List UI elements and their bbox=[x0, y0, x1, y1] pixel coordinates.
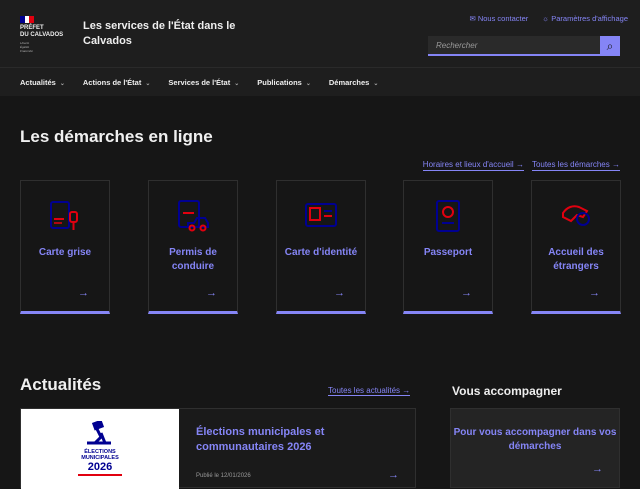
nav-item-demarches[interactable]: Démarches ⌄ bbox=[329, 78, 378, 87]
logo-line: DU CALVADOS bbox=[20, 32, 64, 38]
search-icon: ⌕ bbox=[606, 39, 614, 53]
link-label: Horaires et lieux d'accueil bbox=[422, 160, 514, 169]
chevron-down-icon: ⌄ bbox=[234, 80, 240, 87]
driving-license-icon bbox=[178, 200, 209, 232]
accompagner-card[interactable]: Pour vous accompagner dans vos démarches… bbox=[450, 408, 620, 488]
horaires-link[interactable]: Horaires et lieux d'accueil → bbox=[422, 160, 524, 171]
nav-label: Actualités bbox=[20, 77, 56, 87]
nav-label: Publications bbox=[257, 77, 302, 87]
arrow-right-icon: → bbox=[461, 287, 472, 299]
chevron-down-icon: ⌄ bbox=[59, 80, 65, 87]
motto: Liberté bbox=[20, 41, 30, 45]
arrow-right-icon: → bbox=[589, 287, 600, 299]
arrow-right-icon: → bbox=[334, 287, 345, 299]
demarches-title: Les démarches en ligne bbox=[20, 127, 213, 146]
car-key-icon bbox=[50, 201, 78, 230]
flag-icon bbox=[20, 16, 35, 23]
actualites-title: Actualités bbox=[20, 375, 102, 394]
arrow-right-icon: → bbox=[402, 386, 411, 395]
chevron-down-icon: ⌄ bbox=[305, 80, 311, 87]
news-title[interactable]: Élections municipales et communautaires … bbox=[196, 426, 325, 453]
sun-icon: ☼ bbox=[542, 14, 552, 23]
image-text: ÉLECTIONS bbox=[84, 449, 116, 455]
news-card[interactable]: ÉLECTIONS MUNICIPALES 2026 Élections mun… bbox=[20, 408, 416, 489]
nav-item-services[interactable]: Services de l'État ⌄ bbox=[168, 78, 239, 87]
link-label: Toutes les démarches bbox=[531, 160, 610, 169]
card-label: Permis de conduire bbox=[169, 247, 217, 272]
elections-image: ÉLECTIONS MUNICIPALES 2026 bbox=[21, 409, 179, 489]
nav-label: Démarches bbox=[328, 77, 370, 87]
card-etrangers[interactable]: Accueil des étrangers → bbox=[531, 180, 621, 314]
arrow-right-icon: → bbox=[206, 287, 217, 299]
card-label: Carte grise bbox=[38, 247, 92, 258]
card-carte-grise[interactable]: Carte grise → bbox=[20, 180, 110, 314]
chevron-down-icon: ⌄ bbox=[373, 80, 379, 87]
id-card-icon bbox=[305, 203, 337, 227]
search-bar: Rechercher ⌕ bbox=[428, 36, 620, 56]
display-label: Paramètres d'affichage bbox=[551, 14, 628, 23]
nav-item-actions[interactable]: Actions de l'État ⌄ bbox=[83, 78, 151, 87]
news-date: Publié le 12/01/2026 bbox=[196, 473, 251, 479]
arrow-right-icon: → bbox=[78, 287, 89, 299]
accompagner-label: Pour vous accompagner dans vos démarches bbox=[453, 427, 617, 452]
main-nav: Actualités ⌄ Actions de l'État ⌄ Services … bbox=[0, 68, 640, 96]
ballot-icon bbox=[79, 419, 119, 445]
card-label: Accueil des étrangers bbox=[548, 247, 604, 272]
card-label: Passeport bbox=[423, 247, 473, 258]
prefet-logo[interactable]: PRÉFET DU CALVADOS Liberté Égalité Fraterni… bbox=[20, 16, 70, 53]
display-settings-link[interactable]: ☼ Paramètres d'affichage bbox=[542, 14, 628, 23]
arrow-right-icon: → bbox=[515, 160, 524, 169]
all-news-link[interactable]: Toutes les actualités → bbox=[328, 386, 411, 396]
contact-link[interactable]: ✉ Nous contacter bbox=[469, 14, 528, 23]
arrow-right-icon: → bbox=[592, 463, 603, 475]
link-label: Toutes les actualités bbox=[328, 386, 401, 395]
motto: Égalité bbox=[20, 45, 30, 49]
site-title[interactable]: Les services de l'État dans le Calvados bbox=[83, 20, 236, 47]
motto: Fraternité bbox=[20, 49, 33, 53]
accompagner-title: Vous accompagner bbox=[452, 384, 562, 398]
card-carte-identite[interactable]: Carte d'identité → bbox=[276, 180, 366, 314]
all-demarches-link[interactable]: Toutes les démarches → bbox=[531, 160, 620, 171]
nav-label: Actions de l'État bbox=[82, 77, 142, 87]
card-label: Carte d'identité bbox=[284, 247, 358, 258]
foreigners-icon bbox=[562, 205, 590, 226]
card-permis[interactable]: Permis de conduire → bbox=[148, 180, 238, 314]
nav-item-actualites[interactable]: Actualités ⌄ bbox=[20, 78, 65, 87]
passport-icon bbox=[436, 200, 460, 232]
card-passeport[interactable]: Passeport → bbox=[403, 180, 493, 314]
contact-label: Nous contacter bbox=[477, 14, 529, 23]
arrow-right-icon: → bbox=[612, 160, 620, 169]
search-input[interactable]: Rechercher bbox=[428, 36, 600, 56]
arrow-right-icon: → bbox=[388, 469, 399, 481]
search-button[interactable]: ⌕ bbox=[600, 36, 620, 56]
logo-line: PRÉFET bbox=[20, 25, 44, 31]
nav-label: Services de l'État bbox=[168, 77, 231, 87]
header: PRÉFET DU CALVADOS Liberté Égalité Fraterni… bbox=[0, 0, 640, 68]
image-year: 2026 bbox=[87, 461, 113, 473]
image-text: MUNICIPALES bbox=[81, 455, 119, 461]
nav-item-publications[interactable]: Publications ⌄ bbox=[257, 78, 311, 87]
chevron-down-icon: ⌄ bbox=[145, 80, 151, 87]
mail-icon: ✉ bbox=[469, 14, 478, 23]
